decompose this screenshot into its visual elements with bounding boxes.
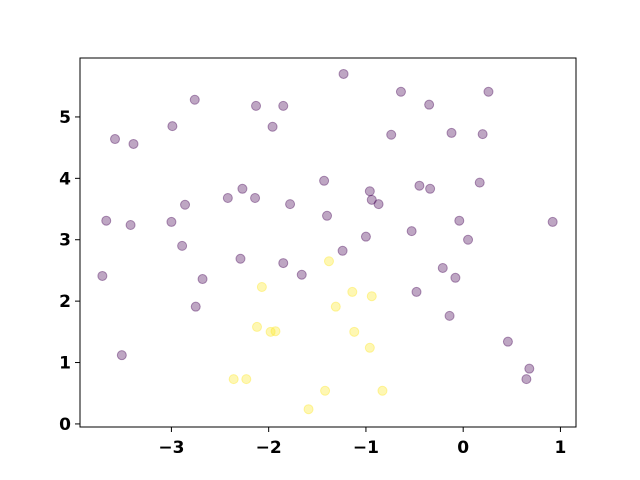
y-tick-label: 3	[59, 231, 71, 251]
scatter-point	[386, 129, 397, 140]
scatter-point	[437, 262, 448, 273]
scatter-point	[222, 192, 233, 203]
x-tick-label: −1	[353, 438, 379, 458]
scatter-point	[237, 183, 248, 194]
scatter-point	[285, 199, 296, 210]
scatter-point	[349, 326, 360, 337]
scatter-point	[364, 342, 375, 353]
scatter-point	[338, 68, 349, 79]
x-tick-label: 0	[457, 438, 469, 458]
scatter-point	[330, 301, 341, 312]
scatter-point	[296, 269, 307, 280]
scatter-point	[424, 99, 435, 110]
scatter-point	[521, 374, 532, 385]
scatter-point	[411, 286, 422, 297]
scatter-point	[128, 138, 139, 149]
x-tick-label: −3	[158, 438, 184, 458]
plot-frame	[79, 57, 577, 428]
scatter-point	[360, 231, 371, 242]
x-tick-label: −2	[256, 438, 282, 458]
scatter-point	[101, 215, 112, 226]
scatter-point	[278, 100, 289, 111]
scatter-point	[166, 216, 177, 227]
y-tick-label: 1	[59, 354, 71, 374]
scatter-point	[177, 240, 188, 251]
scatter-point	[197, 274, 208, 285]
scatter-point	[547, 216, 558, 227]
scatter-point	[474, 177, 485, 188]
scatter-point	[125, 220, 136, 231]
scatter-point	[347, 286, 358, 297]
y-tick-label: 5	[59, 108, 71, 128]
scatter-point	[241, 374, 252, 385]
scatter-point	[278, 258, 289, 269]
scatter-point	[406, 226, 417, 237]
scatter-point	[180, 199, 191, 210]
scatter-point	[366, 291, 377, 302]
scatter-point	[425, 183, 436, 194]
scatter-point	[337, 245, 348, 256]
scatter-point	[483, 86, 494, 97]
scatter-point	[450, 272, 461, 283]
scatter-point	[251, 100, 262, 111]
scatter-point	[190, 301, 201, 312]
scatter-point	[524, 363, 535, 374]
scatter-point	[446, 127, 457, 138]
scatter-point	[463, 234, 474, 245]
scatter-point	[110, 134, 121, 145]
scatter-point	[414, 180, 425, 191]
y-tick-label: 4	[59, 169, 71, 189]
scatter-point	[323, 256, 334, 267]
scatter-point	[250, 192, 261, 203]
scatter-point	[303, 404, 314, 415]
scatter-point	[364, 186, 375, 197]
scatter-point	[167, 121, 178, 132]
scatter-point	[116, 350, 127, 361]
scatter-point	[189, 94, 200, 105]
scatter-point	[256, 282, 267, 293]
y-tick-label: 0	[59, 415, 71, 435]
scatter-point	[502, 336, 513, 347]
scatter-point	[319, 175, 330, 186]
scatter-point	[366, 194, 377, 205]
scatter-point	[373, 199, 384, 210]
scatter-point	[235, 253, 246, 264]
scatter-point	[270, 326, 281, 337]
scatter-point	[444, 310, 455, 321]
scatter-point	[267, 121, 278, 132]
x-tick-label: 1	[555, 438, 567, 458]
scatter-point	[477, 129, 488, 140]
scatter-point	[377, 385, 388, 396]
scatter-point	[228, 374, 239, 385]
scatter-point	[265, 326, 276, 337]
scatter-point	[322, 210, 333, 221]
scatter-point	[395, 86, 406, 97]
scatter-point	[320, 385, 331, 396]
scatter-point	[97, 270, 108, 281]
scatter-point	[252, 321, 263, 332]
scatter-point	[454, 215, 465, 226]
y-tick-label: 2	[59, 292, 71, 312]
